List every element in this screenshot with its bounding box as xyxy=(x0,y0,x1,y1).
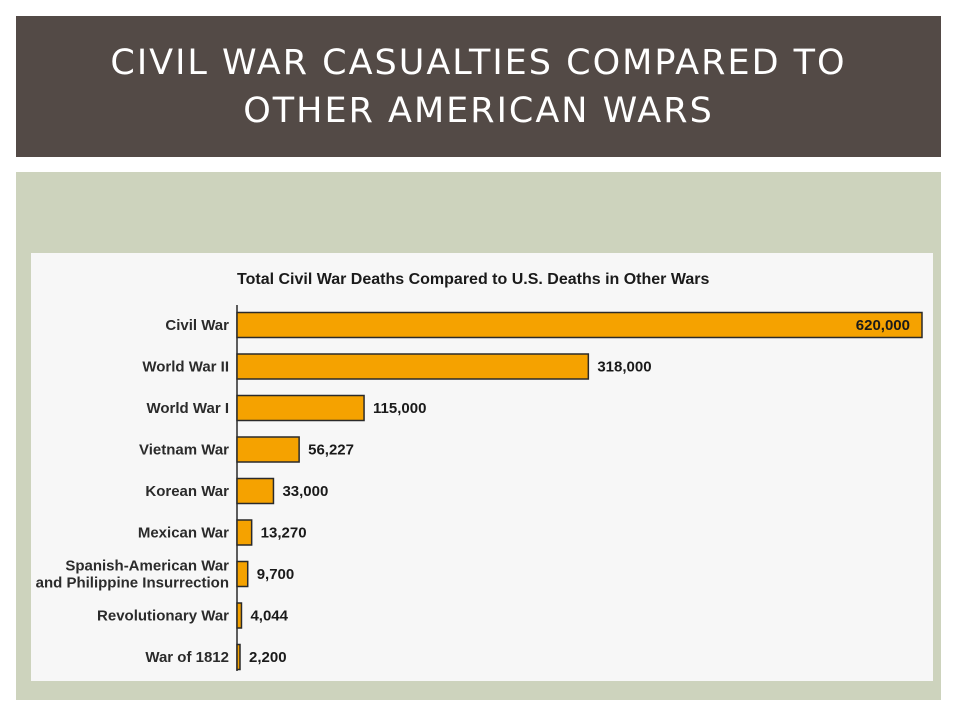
title-band: CIVIL WAR CASUALTIES COMPARED TO OTHER A… xyxy=(16,16,941,157)
bar-1 xyxy=(236,353,590,380)
category-label-3: Vietnam War xyxy=(139,442,229,459)
bar-chart: Total Civil War Deaths Compared to U.S. … xyxy=(36,271,923,671)
bar-0 xyxy=(236,311,923,339)
bar-4 xyxy=(236,477,275,505)
bar-2 xyxy=(236,394,365,422)
category-label-4: Korean War xyxy=(145,483,229,500)
slide-title: CIVIL WAR CASUALTIES COMPARED TO OTHER A… xyxy=(110,42,847,131)
category-label-7: Revolutionary War xyxy=(97,608,229,625)
bar-5 xyxy=(236,519,253,546)
category-label-8: War of 1812 xyxy=(145,649,229,666)
value-label-1: 318,000 xyxy=(597,359,651,376)
bar-7 xyxy=(236,602,243,629)
value-label-7: 4,044 xyxy=(250,608,288,625)
value-label-6: 9,700 xyxy=(257,566,295,583)
category-label-1: World War II xyxy=(142,359,229,376)
chart-card: Total Civil War Deaths Compared to U.S. … xyxy=(31,253,933,681)
value-label-8: 2,200 xyxy=(249,649,287,666)
category-label-5: Mexican War xyxy=(138,525,229,542)
bar-3 xyxy=(236,436,300,463)
value-label-2: 115,000 xyxy=(373,400,426,417)
bar-8 xyxy=(236,643,241,671)
category-label-6: Spanish-American War and Philippine Insur… xyxy=(36,558,230,592)
category-label-2: World War I xyxy=(147,400,230,417)
category-label-0: Civil War xyxy=(165,317,229,334)
value-label-3: 56,227 xyxy=(308,442,354,459)
bar-6 xyxy=(236,560,249,588)
chart-title: Total Civil War Deaths Compared to U.S. … xyxy=(237,271,709,288)
value-label-5: 13,270 xyxy=(261,525,307,542)
value-label-0: 620,000 xyxy=(856,317,910,334)
bars-layer: Civil War 620,000 World War II 318,000 World… xyxy=(36,311,923,671)
value-label-4: 33,000 xyxy=(282,483,328,500)
